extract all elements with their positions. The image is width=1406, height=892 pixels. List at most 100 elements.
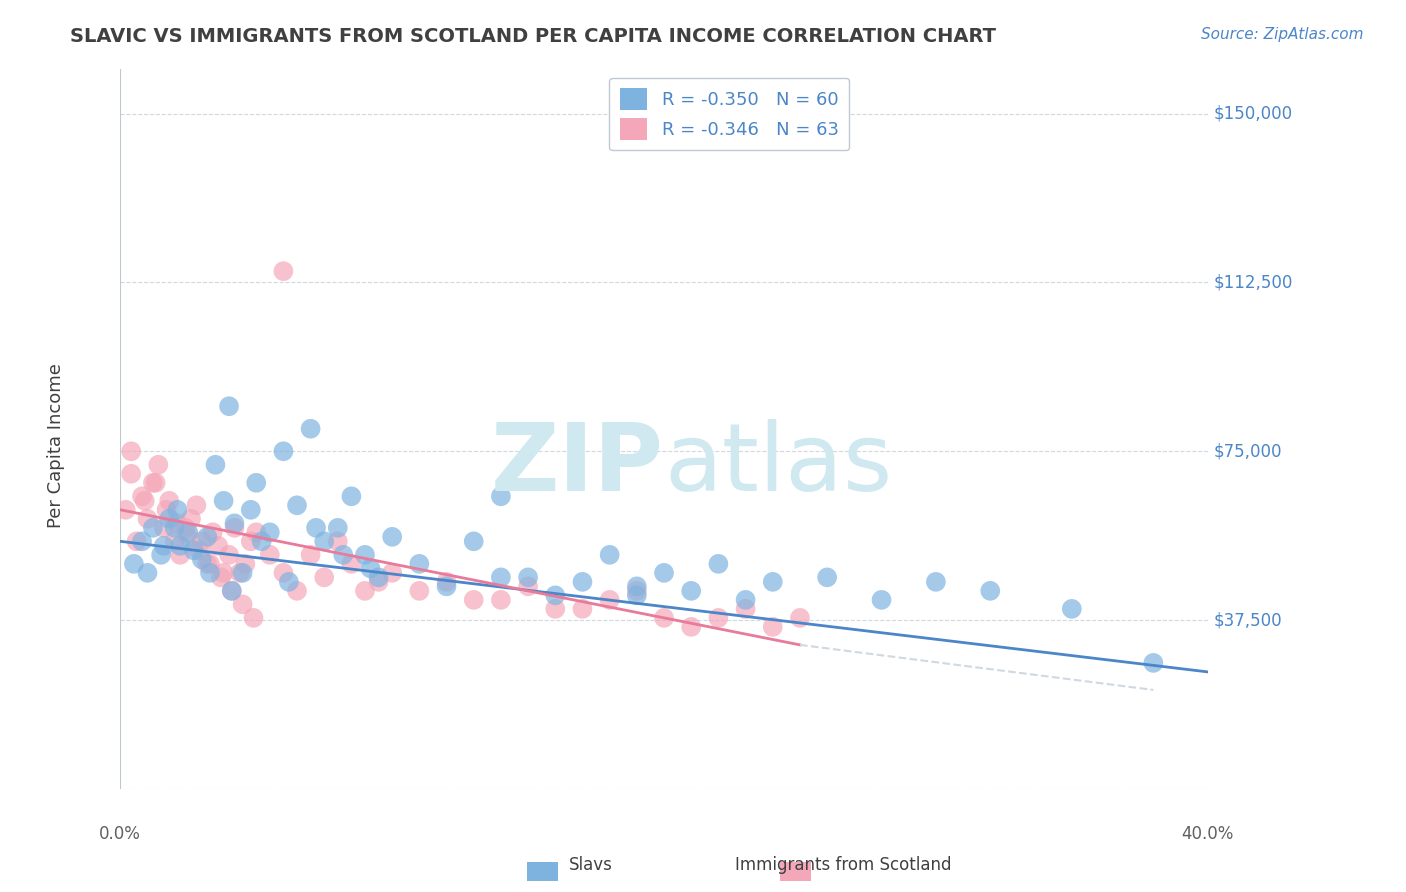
Point [332,548,354,562]
Point [136,512,159,526]
Point [544,588,567,602]
Point [314,534,336,549]
Point [544,602,567,616]
Point [571,602,593,616]
Point [242,611,264,625]
Point [789,611,811,625]
Point [245,525,267,540]
Point [163,534,186,549]
Point [408,557,430,571]
Text: 40.0%: 40.0% [1181,825,1234,843]
Point [134,493,156,508]
Point [463,592,485,607]
Text: $112,500: $112,500 [1213,274,1292,292]
Point [235,557,257,571]
Point [221,583,243,598]
Point [626,583,648,598]
Point [195,530,218,544]
Point [599,592,621,607]
Point [463,534,485,549]
Point [212,493,235,508]
Point [340,489,363,503]
Point [707,557,730,571]
Point [381,530,404,544]
Point [191,534,214,549]
Text: 0.0%: 0.0% [100,825,141,843]
Point [681,583,703,598]
Point [259,525,281,540]
Point [201,525,224,540]
Point [599,548,621,562]
Point [145,475,167,490]
Text: Immigrants from Scotland: Immigrants from Scotland [735,856,952,874]
Point [305,521,328,535]
Point [299,422,322,436]
Point [152,521,174,535]
Point [148,458,170,472]
Point [166,516,188,531]
Point [681,620,703,634]
Text: $37,500: $37,500 [1213,611,1282,629]
Legend: R = -0.350   N = 60, R = -0.346   N = 63: R = -0.350 N = 60, R = -0.346 N = 63 [609,78,849,151]
Point [142,521,165,535]
Point [177,530,200,544]
Point [354,548,377,562]
Point [150,548,173,562]
Point [326,521,349,535]
Point [218,399,240,413]
Point [277,574,299,589]
Point [436,574,458,589]
Point [734,592,756,607]
Point [925,574,948,589]
Point [979,583,1001,598]
Text: $150,000: $150,000 [1213,104,1292,122]
Point [273,566,295,580]
Point [232,598,254,612]
Point [209,570,232,584]
Point [517,579,540,593]
Point [273,264,295,278]
Point [177,525,200,540]
Point [489,570,512,584]
Text: Source: ZipAtlas.com: Source: ZipAtlas.com [1201,27,1364,42]
Point [198,566,221,580]
Point [489,592,512,607]
Point [114,503,136,517]
Point [408,583,430,598]
Point [1142,656,1164,670]
Point [232,566,254,580]
Point [239,503,262,517]
Point [174,521,197,535]
Point [191,552,214,566]
Text: Per Capita Income: Per Capita Income [48,364,65,528]
Point [152,539,174,553]
Point [136,566,159,580]
Point [707,611,730,625]
Text: atlas: atlas [664,418,893,511]
Point [381,566,404,580]
Point [285,498,308,512]
Text: ZIP: ZIP [491,418,664,511]
Point [299,548,322,562]
Point [169,539,191,553]
Point [239,534,262,549]
Point [131,534,153,549]
Point [163,521,186,535]
Point [224,516,246,531]
Point [188,543,211,558]
Point [155,503,177,517]
Text: SLAVIC VS IMMIGRANTS FROM SCOTLAND PER CAPITA INCOME CORRELATION CHART: SLAVIC VS IMMIGRANTS FROM SCOTLAND PER C… [70,27,997,45]
Point [354,583,377,598]
Point [250,534,273,549]
Point [195,557,218,571]
Point [489,489,512,503]
Point [314,570,336,584]
Point [198,557,221,571]
Point [762,574,785,589]
Point [1060,602,1083,616]
Point [517,570,540,584]
Point [359,561,381,575]
Point [224,521,246,535]
Point [762,620,785,634]
Point [142,475,165,490]
